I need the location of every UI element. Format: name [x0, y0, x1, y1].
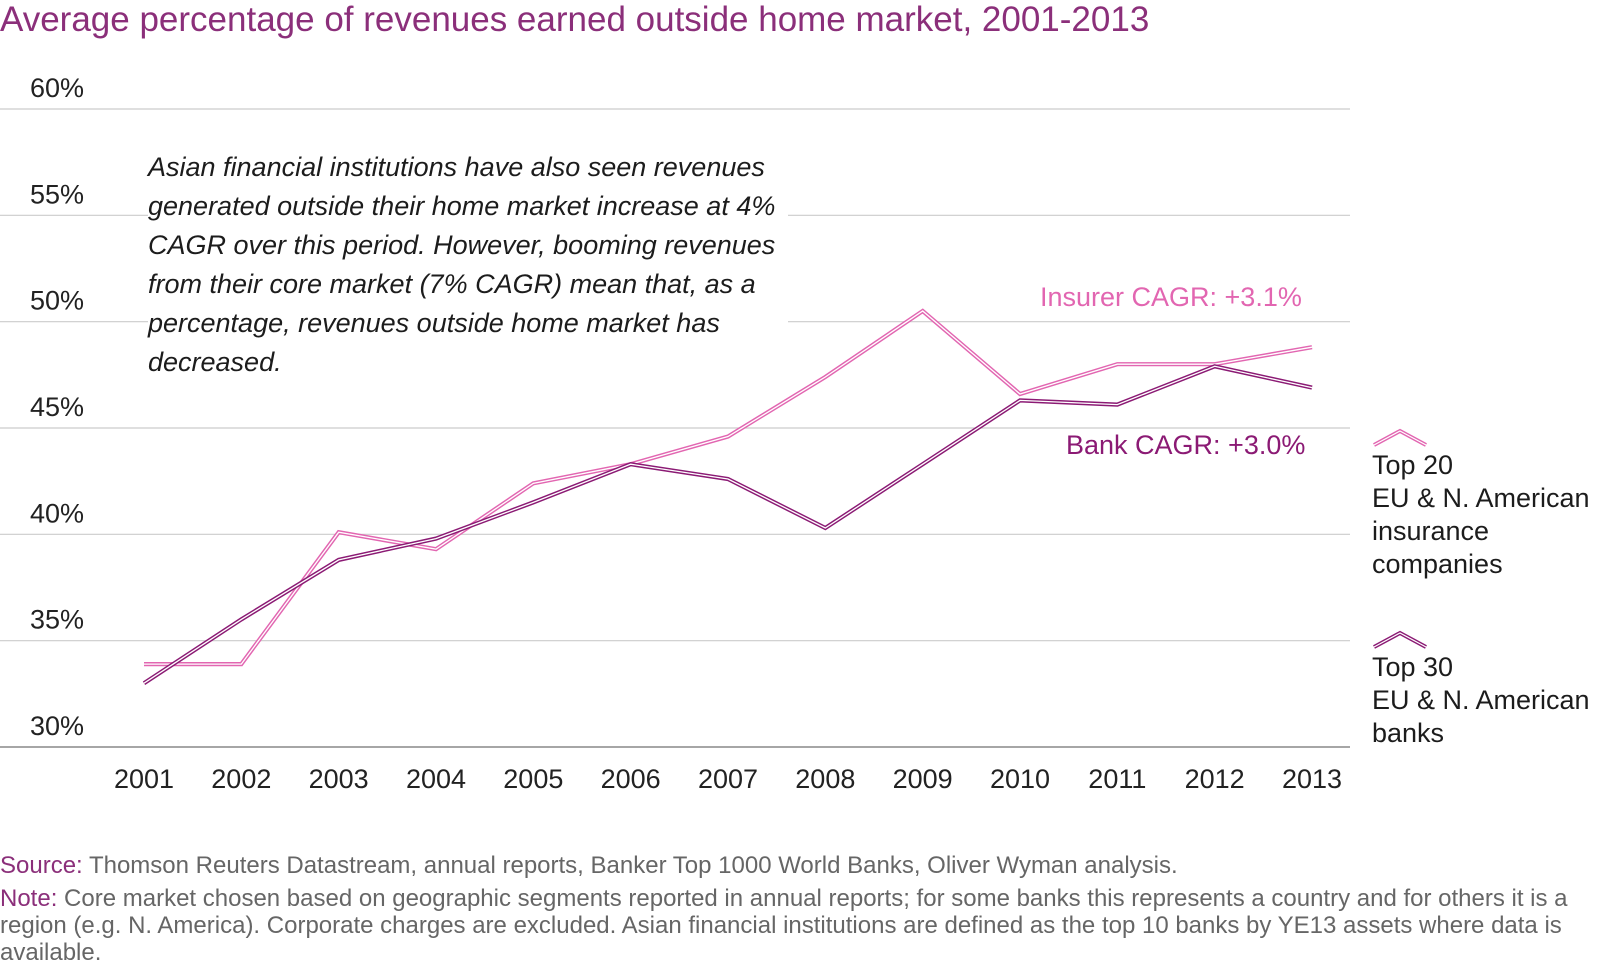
- x-tick-label: 2005: [503, 764, 563, 794]
- x-tick-label: 2001: [114, 764, 174, 794]
- legend-banks-line-3: banks: [1372, 718, 1445, 748]
- y-tick-label: 40%: [30, 498, 84, 528]
- chart-title: Average percentage of revenues earned ou…: [0, 0, 1150, 39]
- y-tick-label: 30%: [30, 711, 84, 741]
- legend-insurance-line-2: EU & N. American: [1372, 483, 1590, 513]
- x-tick-label: 2012: [1185, 764, 1245, 794]
- x-tick-label: 2002: [211, 764, 271, 794]
- x-tick-label: 2013: [1282, 764, 1342, 794]
- annotation-text: Asian financial institutions have also s…: [148, 148, 788, 382]
- y-tick-label: 60%: [30, 73, 84, 103]
- legend-banks: Top 30 EU & N. American banks: [1372, 627, 1590, 750]
- x-tick-label: 2003: [309, 764, 369, 794]
- y-tick-label: 55%: [30, 179, 84, 209]
- legend-insurance-line-3: insurance: [1372, 516, 1490, 546]
- legend-insurance-swatch: [1373, 428, 1427, 447]
- note-text: Core market chosen based on geographic s…: [0, 885, 1568, 966]
- series-lines: [142, 308, 1313, 685]
- footer: Source: Thomson Reuters Datastream, annu…: [0, 852, 1580, 972]
- source-text: Thomson Reuters Datastream, annual repor…: [88, 852, 1178, 879]
- legend-insurance-line-4: companies: [1372, 549, 1503, 579]
- source-line: Source: Thomson Reuters Datastream, annu…: [0, 852, 1580, 879]
- insurer-cagr-label: Insurer CAGR: +3.1%: [1040, 282, 1302, 312]
- legend-insurance-line-1: Top 20: [1372, 450, 1454, 480]
- series-line-highlight-bank: [143, 365, 1313, 684]
- y-axis-ticks: 30% 35% 40% 45% 50% 55% 60%: [30, 73, 84, 741]
- legend-banks-swatch: [1373, 630, 1427, 649]
- x-tick-label: 2008: [795, 764, 855, 794]
- legend-insurance: Top 20 EU & N. American insurance compan…: [1372, 425, 1590, 581]
- x-axis-ticks: 2001 2002 2003 2004 2005 2006 2007 2008 2009 2010…: [114, 764, 1342, 794]
- note-line: Note: Core market chosen based on geogra…: [0, 885, 1580, 966]
- y-tick-label: 50%: [30, 286, 84, 316]
- x-tick-label: 2011: [1088, 764, 1146, 794]
- x-tick-label: 2006: [601, 764, 661, 794]
- x-tick-label: 2007: [698, 764, 758, 794]
- y-tick-label: 45%: [30, 392, 84, 422]
- bank-cagr-label: Bank CAGR: +3.0%: [1066, 430, 1306, 460]
- legend-banks-line-1: Top 30: [1372, 652, 1454, 682]
- series-line-highlight-insurer: [144, 310, 1313, 665]
- x-tick-label: 2009: [893, 764, 953, 794]
- legend-banks-line-2: EU & N. American: [1372, 685, 1590, 715]
- y-tick-label: 35%: [30, 605, 84, 635]
- note-label: Note:: [0, 885, 58, 912]
- source-label: Source:: [0, 852, 83, 879]
- series-line-bank: [142, 364, 1313, 685]
- x-tick-label: 2004: [406, 764, 466, 794]
- x-tick-label: 2010: [990, 764, 1050, 794]
